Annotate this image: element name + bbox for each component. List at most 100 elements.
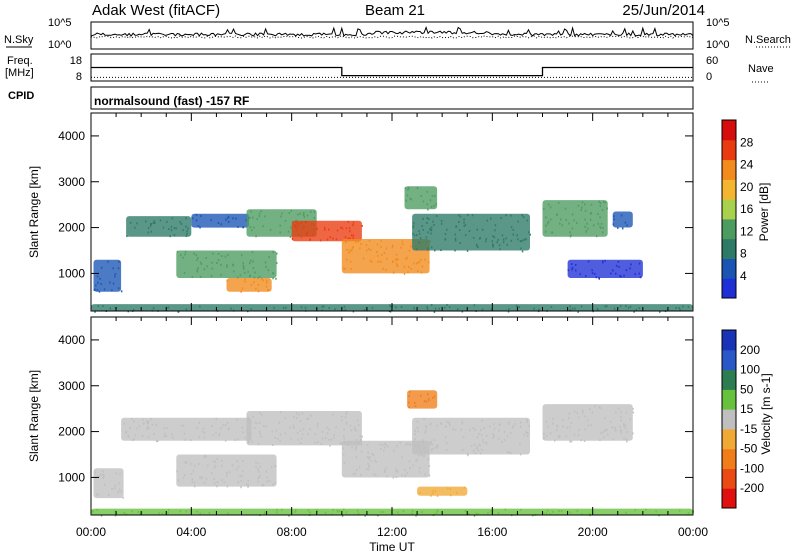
power-ylabel: Slant Range [km] [27, 166, 41, 258]
power-colorbar-tick-1: 24 [740, 158, 754, 172]
power-colorbar-swatch-3 [722, 218, 736, 240]
power-colorbar-tick-0: 28 [740, 135, 754, 149]
velocity-colorbar-swatch-1 [722, 468, 736, 489]
power-colorbar-tick-2: 20 [740, 180, 754, 194]
velocity-colorbar-tick-4: -15 [740, 422, 758, 436]
velocity-ytick-label-2: 3000 [58, 379, 85, 393]
power-colorbar-tick-5: 8 [740, 247, 747, 261]
velocity-ylabel: Slant Range [km] [27, 370, 41, 462]
power-colorbar: 28 24 20 16 12 8 4 [721, 119, 754, 299]
power-colorbar-tick-6: 4 [740, 269, 747, 283]
power-speckle-8 [412, 213, 531, 253]
noise-search-trace [90, 35, 694, 39]
velocity-colorbar-swatch-4 [722, 409, 736, 430]
power-axis-ticks: 1000 2000 3000 4000 [58, 113, 694, 311]
freq-unit-label: [MHz] [5, 67, 34, 79]
power-data-layer [91, 186, 693, 313]
noise-right-tick-bottom: 10^0 [706, 39, 730, 51]
nave-label: Nave [748, 63, 774, 75]
velocity-region-4 [341, 440, 430, 478]
velocity-colorbar-swatch-5 [722, 389, 736, 410]
noise-left-tick-top: 10^5 [48, 17, 72, 29]
power-region-0 [126, 216, 192, 237]
velocity-colorbar: 200 100 50 15 -15 -50 -100 -200 [721, 329, 764, 509]
x-tick-label-5: 20:00 [578, 525, 608, 539]
velocity-colorbar-tick-6: -100 [740, 461, 764, 475]
velocity-colorbar-tick-5: -50 [740, 442, 758, 456]
velocity-data-layer [91, 390, 694, 517]
x-tick-label-4: 16:00 [477, 525, 507, 539]
velocity-axis-ticks: 1000 2000 3000 4000 [58, 317, 694, 515]
velocity-colorbar-swatch-8 [722, 330, 736, 351]
velocity-speckle-0 [123, 417, 253, 443]
power-region-11 [612, 211, 633, 228]
power-region-12 [567, 259, 643, 278]
power-region-6 [291, 220, 362, 242]
power-colorbar-tick-3: 16 [740, 202, 754, 216]
velocity-speckle-1 [94, 470, 124, 499]
nave-right-tick-top: 60 [706, 55, 718, 67]
velocity-ytick-label-3: 4000 [58, 333, 85, 347]
freq-left-tick-bottom: 8 [76, 71, 82, 83]
velocity-speckle-3 [246, 411, 363, 447]
x-tick-label-0: 00:00 [76, 525, 106, 539]
velocity-region-0 [121, 417, 252, 441]
noise-left-tick-bottom: 10^0 [48, 39, 72, 51]
velocity-ytick-label-0: 1000 [58, 470, 85, 484]
power-speckle-4 [226, 278, 270, 293]
power-colorbar-swatch-4 [722, 199, 736, 220]
freq-label: Freq. [7, 55, 33, 67]
velocity-speckle-8 [418, 486, 466, 497]
velocity-colorbar-title: Velocity [m s-1] [759, 373, 773, 454]
power-speckle-12 [567, 259, 642, 280]
power-region-1 [191, 213, 249, 228]
power-ytick-label-1: 2000 [58, 221, 85, 235]
noise-right-tick-top: 10^5 [706, 17, 730, 29]
power-colorbar-swatch-5 [722, 179, 736, 200]
x-tick-label-6: 00:00 [678, 525, 708, 539]
velocity-speckle-7 [543, 405, 634, 443]
velocity-region-2 [176, 454, 277, 487]
velocity-region-5 [412, 417, 530, 455]
velocity-colorbar-tick-2: 50 [740, 382, 754, 396]
date-title: 25/Jun/2014 [622, 2, 705, 19]
velocity-colorbar-tick-7: -200 [740, 481, 764, 495]
power-colorbar-title: Power [dB] [757, 183, 771, 242]
power-region-7 [341, 239, 430, 274]
power-colorbar-frame [721, 119, 737, 299]
power-region-10 [542, 200, 608, 237]
velocity-region-6 [407, 390, 438, 409]
power-region-8 [412, 213, 530, 251]
velocity-region-7 [542, 404, 633, 441]
velocity-speckle-4 [342, 441, 431, 479]
power-speckle-0 [126, 217, 189, 238]
nave-right-tick-bottom: 0 [706, 71, 712, 83]
power-ytick-label-2: 3000 [58, 175, 85, 189]
freq-left-tick-top: 18 [70, 55, 82, 67]
velocity-colorbar-tick-1: 100 [740, 363, 760, 377]
cpid-label: CPID [8, 90, 34, 102]
velocity-colorbar-tick-3: 15 [740, 402, 754, 416]
power-speckle-1 [191, 213, 251, 229]
power-ytick-label-3: 4000 [58, 129, 85, 143]
power-speckle-10 [543, 200, 608, 238]
velocity-region-8 [417, 486, 468, 496]
power-speckle-9 [404, 186, 437, 211]
beam-title: Beam 21 [365, 2, 425, 19]
velocity-speckle-6 [408, 390, 436, 409]
power-speckle-7 [343, 239, 431, 275]
velocity-colorbar-frame [721, 329, 737, 509]
power-colorbar-swatch-2 [722, 238, 736, 259]
power-colorbar-swatch-6 [722, 159, 736, 180]
velocity-colorbar-swatch-7 [722, 349, 736, 371]
x-tick-label-2: 08:00 [277, 525, 307, 539]
power-colorbar-swatch-8 [722, 120, 736, 141]
x-axis-label: Time UT [369, 540, 415, 554]
velocity-colorbar-swatch-3 [722, 428, 736, 450]
power-ytick-label-0: 1000 [58, 266, 85, 280]
power-speckle-2 [93, 260, 123, 293]
power-speckle-11 [612, 214, 628, 230]
velocity-colorbar-swatch-0 [722, 488, 736, 509]
